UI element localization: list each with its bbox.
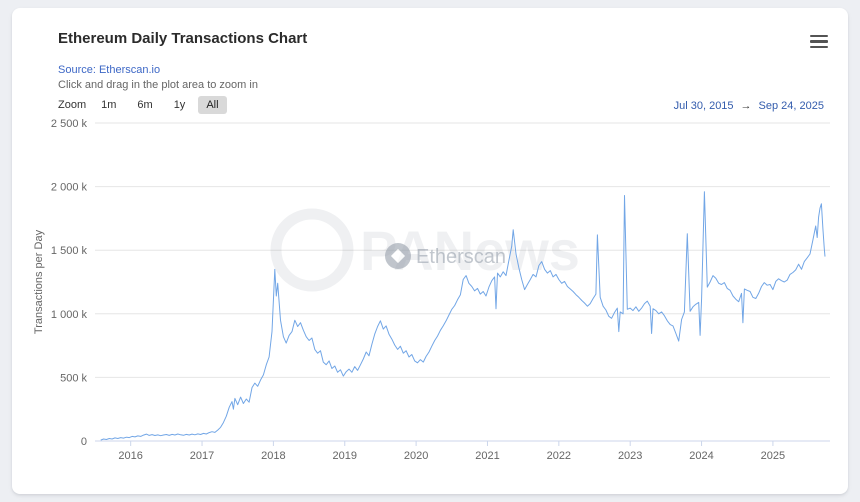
svg-text:0: 0 [81,436,87,448]
svg-text:1 500 k: 1 500 k [51,245,88,257]
svg-text:2020: 2020 [404,450,428,462]
svg-text:2025: 2025 [761,450,785,462]
chart-title: Ethereum Daily Transactions Chart [58,30,308,47]
gridlines [95,122,830,446]
y-axis-labels: 0 500 k 1 000 k 1 500 k 2 000 k 2 500 k [51,118,88,448]
x-axis-labels: 2016 2017 2018 2019 2020 2021 2022 2023 2024 2025 [118,450,785,462]
plot-area[interactable] [95,123,830,441]
svg-text:2024: 2024 [689,450,713,462]
svg-text:2017: 2017 [190,450,214,462]
etherscan-watermark: Etherscan [385,243,506,269]
transactions-series-line [100,191,826,441]
date-to-input[interactable]: Sep 24, 2025 [758,100,824,112]
y-axis-title: Transactions per Day [33,229,45,334]
svg-text:1 000 k: 1 000 k [51,309,88,321]
zoom-hint-text: Click and drag in the plot area to zoom … [58,79,258,91]
zoom-button-6m[interactable]: 6m [129,96,160,114]
svg-text:2022: 2022 [547,450,571,462]
hamburger-icon [810,45,828,48]
svg-text:2016: 2016 [118,450,142,462]
svg-text:2023: 2023 [618,450,642,462]
zoom-label: Zoom [58,99,87,111]
zoom-button-all[interactable]: All [198,96,227,114]
range-selector: Zoom 1m 6m 1y All [58,96,227,114]
panews-logo-icon [270,208,354,292]
zoom-button-1y[interactable]: 1y [166,96,194,114]
svg-text:2 500 k: 2 500 k [51,118,88,130]
source-link[interactable]: Source: Etherscan.io [58,64,161,76]
hamburger-icon [810,40,828,43]
svg-text:2021: 2021 [475,450,499,462]
svg-text:2 000 k: 2 000 k [51,182,88,194]
hamburger-icon [810,35,828,38]
date-range-arrow-icon: → [740,100,752,112]
svg-text:2018: 2018 [261,450,285,462]
chart-card: Ethereum Daily Transactions Chart Source… [12,8,848,494]
svg-text:500 k: 500 k [60,372,87,384]
date-range: Jul 30, 2015 → Sep 24, 2025 [674,100,824,112]
date-from-input[interactable]: Jul 30, 2015 [673,100,734,112]
etherscan-logo-glyph [390,248,406,264]
zoom-button-1m[interactable]: 1m [93,96,124,114]
svg-text:2019: 2019 [333,450,357,462]
etherscan-watermark-text: Etherscan [416,246,506,268]
chart-context-menu-button[interactable] [810,35,828,48]
